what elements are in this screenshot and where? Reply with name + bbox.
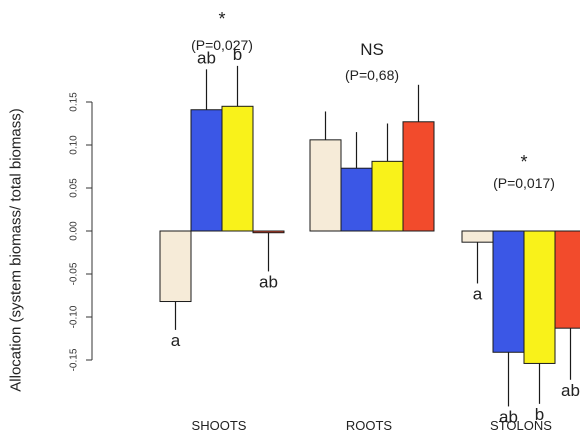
bar: [221, 105, 254, 232]
bar: [252, 230, 285, 234]
significance-letter: b: [535, 405, 544, 424]
y-axis-label-box: Allocation (system biomass/ total biomas…: [6, 100, 26, 400]
bar: [371, 160, 404, 232]
bar: [159, 230, 192, 303]
category-label: SHOOTS: [192, 418, 247, 433]
bar: [309, 139, 342, 232]
category-label: STOLONS: [490, 418, 552, 433]
significance-marker: *: [218, 9, 225, 29]
y-tick-label: 0.10: [69, 135, 80, 155]
significance-letter: ab: [259, 272, 278, 291]
significance-letter: ab: [499, 407, 518, 426]
y-tick-label: -0.05: [69, 262, 80, 285]
bar: [461, 230, 494, 243]
significance-letter: ab: [561, 381, 580, 400]
y-axis-label: Allocation (system biomass/ total biomas…: [7, 108, 25, 392]
y-tick-label: 0.05: [69, 178, 80, 198]
significance-letter: b: [233, 45, 242, 64]
bar: [340, 167, 373, 232]
y-tick-label: 0.00: [69, 221, 80, 241]
bar: [523, 230, 556, 364]
significance-marker: *: [520, 152, 527, 172]
y-tick-label: -0.10: [69, 305, 80, 328]
significance-letter: ab: [197, 48, 216, 67]
significance-letter: a: [473, 284, 483, 303]
bar: [190, 109, 223, 232]
bar: [492, 230, 525, 353]
category-label: ROOTS: [346, 418, 393, 433]
bar: [554, 230, 580, 329]
bar: [402, 121, 435, 232]
significance-letter: a: [171, 331, 181, 350]
y-tick-label: 0.15: [69, 92, 80, 112]
significance-marker: NS: [360, 40, 384, 59]
y-tick-label: -0.15: [69, 348, 80, 371]
p-value-label: (P=0,027): [191, 37, 253, 53]
p-value-label: (P=0,68): [345, 67, 399, 83]
p-value-label: (P=0,017): [493, 175, 555, 191]
